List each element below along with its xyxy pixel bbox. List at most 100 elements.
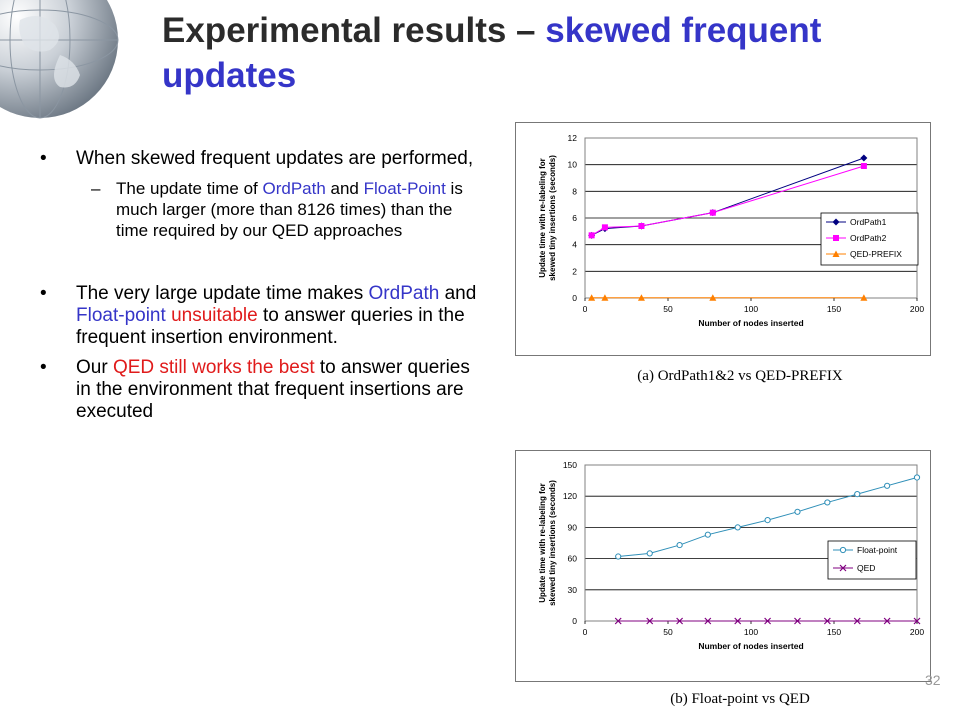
data-point-marker [709, 209, 716, 216]
y-axis-label-line: skewed tiny insertions (seconds) [548, 155, 557, 281]
data-point-marker [860, 154, 868, 162]
bullet-marker: • [40, 357, 47, 378]
x-tick-label: 100 [744, 304, 758, 314]
data-point-marker [883, 617, 891, 625]
page-number: 32 [925, 672, 941, 688]
bullet-text-segment: is much larger (more than 8126 times) th… [116, 179, 463, 240]
data-point-marker [637, 294, 645, 301]
bullet-text-segment: OrdPath [262, 179, 326, 198]
bullet-text-segment: The very large update time makes [76, 283, 369, 304]
chart-a: 0 2 4 6 8 10 12 0 50 100 150 200 Number of nodes ins… [515, 122, 931, 356]
data-point-marker [832, 250, 840, 257]
x-axis-label: Number of nodes inserted [698, 641, 803, 651]
bullet-item: • The very large update time makes OrdPat… [40, 283, 480, 349]
x-tick-label: 0 [583, 627, 588, 637]
y-axis-label-line: skewed tiny insertions (seconds) [548, 480, 557, 606]
y-tick-label: 120 [563, 491, 577, 501]
data-point-marker [913, 474, 921, 481]
y-tick-label: 12 [568, 133, 578, 143]
x-tick-label: 200 [910, 627, 924, 637]
data-point-marker [884, 482, 891, 489]
data-point-marker [676, 617, 684, 625]
data-point-marker [913, 617, 921, 625]
data-point-marker [601, 224, 608, 231]
data-point-marker [832, 218, 840, 226]
data-point-marker [601, 294, 609, 301]
y-axis-label: Update time with re-labeling forskewed t… [538, 480, 557, 606]
data-point-marker [704, 617, 712, 625]
series-qed-prefix [588, 294, 868, 301]
data-point-marker [824, 499, 831, 506]
bullet-marker: • [40, 283, 47, 304]
data-point-marker [638, 223, 645, 229]
chart-b-caption: (b) Float-point vs QED [670, 691, 810, 707]
title-prefix: Experimental results – [162, 11, 546, 50]
y-tick-label: 60 [568, 554, 578, 564]
data-point-marker [588, 232, 595, 239]
data-point-marker [853, 617, 861, 625]
data-point-marker [764, 617, 772, 625]
y-tick-label: 4 [572, 240, 577, 250]
y-tick-label: 0 [572, 293, 577, 303]
data-point-marker [794, 617, 801, 625]
dash-marker: – [91, 179, 101, 198]
y-tick-label: 30 [568, 585, 578, 595]
data-point-marker [704, 531, 711, 538]
globe-logo-icon [0, 0, 119, 119]
data-point-marker [794, 508, 801, 515]
x-tick-label: 50 [663, 627, 673, 637]
data-point-marker [709, 294, 717, 301]
x-tick-label: 100 [744, 627, 758, 637]
chart-a-caption: (a) OrdPath1&2 vs QED-PREFIX [637, 368, 843, 384]
x-axis-label: Number of nodes inserted [698, 318, 803, 328]
series-ordpath2 [588, 163, 867, 239]
legend-label: QED [857, 563, 875, 573]
bullet-text-segment: Float-point [76, 305, 166, 326]
data-point-marker [764, 517, 771, 524]
series-float-point [615, 474, 921, 560]
bullet-text-segment: OrdPath [368, 283, 440, 304]
data-point-marker [676, 541, 683, 549]
data-point-marker [823, 617, 831, 625]
legend-label: QED-PREFIX [850, 249, 902, 259]
data-point-marker [588, 294, 596, 301]
bullet-item: • When skewed frequent updates are perfor… [40, 148, 480, 170]
legend: OrdPath1 OrdPath2 QED-PREFIX [820, 212, 919, 266]
x-tick-label: 150 [827, 304, 841, 314]
data-point-marker [854, 491, 861, 498]
bullet-text-segment: Float-Point [363, 179, 446, 198]
y-tick-label: 150 [563, 460, 577, 470]
y-tick-label: 8 [572, 186, 577, 196]
x-tick-label: 0 [583, 304, 588, 314]
bullet-text-segment: and [439, 283, 477, 304]
y-axis-label-line: Update time with re-labeling for [538, 483, 547, 603]
bullet-text-segment: to answer queries in the environment tha… [76, 357, 470, 422]
y-axis-label: Update time with re-labeling forskewed t… [538, 155, 557, 281]
bullet-text-segment: and [325, 179, 364, 198]
chart-b-svg: 0 30 60 90 120 150 0 50 100 150 200 Number of nodes… [538, 460, 924, 651]
data-point-marker [646, 617, 654, 625]
y-axis-label-line: Update time with re-labeling for [538, 158, 547, 278]
legend-label: OrdPath1 [850, 217, 887, 227]
chart-b: 0 30 60 90 120 150 0 50 100 150 200 Number of nodes… [515, 450, 931, 682]
bullet-text: When skewed frequent updates are perform… [76, 148, 474, 169]
bullet-spacer [40, 241, 480, 275]
title-highlight: skewed frequent updates [162, 11, 822, 95]
bullet-text-segment: to answer queries in the frequent insert… [76, 305, 465, 348]
bullet-text-segment: unsuitable [171, 305, 258, 326]
y-tick-label: 0 [572, 616, 577, 626]
bullet-marker: • [40, 148, 47, 169]
bullet-text-segment: Our [76, 357, 113, 378]
bullet-text-segment: The update time of [116, 179, 263, 198]
data-point-marker [860, 163, 867, 169]
x-tick-label: 200 [910, 304, 924, 314]
bullet-text-segment: QED still works the best [112, 357, 315, 378]
x-tick-label: 150 [827, 627, 841, 637]
data-point-marker [833, 235, 839, 241]
slide-title: Experimental results – skewed frequent u… [162, 8, 942, 98]
series-qed [614, 617, 921, 625]
sub-bullet-item: – The update time of OrdPath and Float-Po… [40, 178, 480, 241]
data-point-marker [839, 546, 847, 554]
y-tick-label: 90 [568, 522, 578, 532]
legend: Float-point QED [827, 540, 917, 580]
